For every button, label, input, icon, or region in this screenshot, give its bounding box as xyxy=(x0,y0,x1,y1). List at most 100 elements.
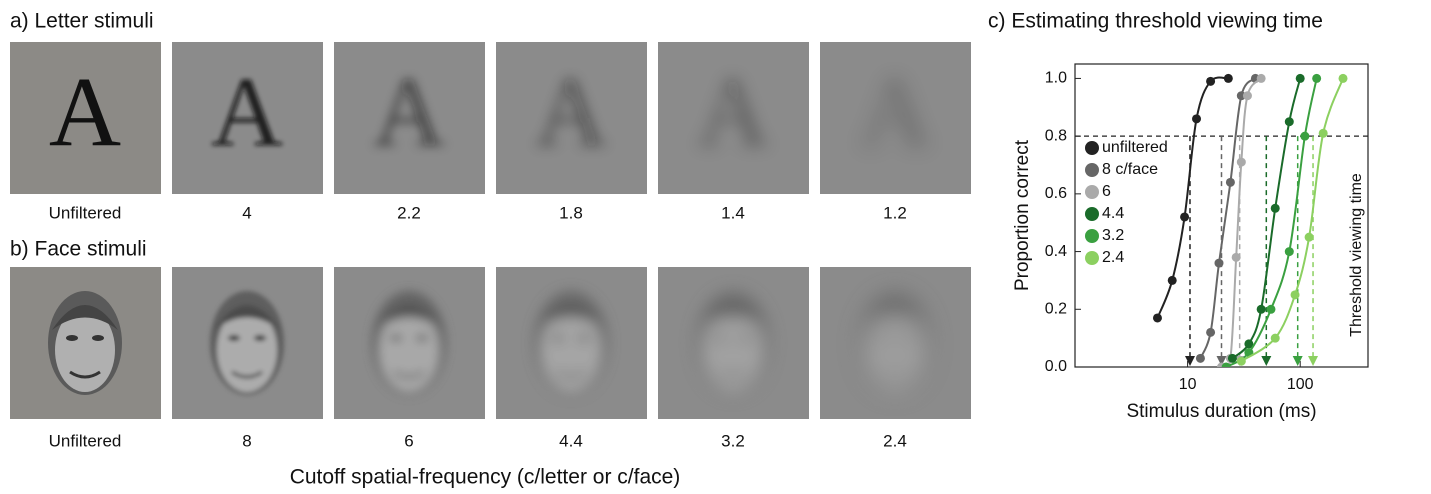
threshold-arrow xyxy=(1293,356,1303,366)
stimulus-label: 6 xyxy=(404,431,413,450)
data-point xyxy=(1291,290,1300,299)
data-point xyxy=(1243,91,1252,100)
stimulus-label: 1.4 xyxy=(721,203,745,222)
threshold-arrow xyxy=(1185,356,1195,366)
data-point xyxy=(1300,132,1309,141)
stimulus-letter: A xyxy=(49,56,121,167)
data-point xyxy=(1226,178,1235,187)
eye xyxy=(902,335,914,341)
stimulus-letter: A xyxy=(373,56,445,167)
legend-marker xyxy=(1085,163,1099,177)
eye xyxy=(66,335,78,341)
data-point xyxy=(1224,74,1233,83)
data-point xyxy=(1339,74,1348,83)
caption: Cutoff spatial-frequency (c/letter or c/… xyxy=(290,466,681,489)
data-point xyxy=(1319,129,1328,138)
chart: 0.0 0.2 0.4 0.6 0.8 1.0 10 100 Stimulus duration… xyxy=(1012,64,1368,422)
fit-curve xyxy=(1226,78,1316,367)
legend-marker xyxy=(1085,229,1099,243)
eye xyxy=(92,335,104,341)
y-axis-label: Proportion correct xyxy=(1012,139,1033,291)
face xyxy=(210,291,284,395)
data-point xyxy=(1232,253,1241,262)
data-point xyxy=(1296,74,1305,83)
threshold-arrow xyxy=(1261,356,1271,366)
stimulus-label: Unfiltered xyxy=(49,431,122,450)
data-point xyxy=(1266,305,1275,314)
face xyxy=(534,291,608,395)
stimulus-label: 2.4 xyxy=(883,431,907,450)
face xyxy=(858,291,932,395)
data-point xyxy=(1206,328,1215,337)
stimulus-letter: A xyxy=(211,56,283,167)
panel-title: b) Face stimuli xyxy=(10,238,147,261)
data-point xyxy=(1312,74,1321,83)
legend-label: unfiltered xyxy=(1102,139,1168,156)
data-point xyxy=(1228,354,1237,363)
figure: a) Letter stimuli b) Face stimuli Cutoff… xyxy=(0,0,1431,494)
legend-label: 8 c/face xyxy=(1102,161,1158,178)
fit-curve xyxy=(1200,78,1255,358)
y-tick-label: 0.2 xyxy=(1045,301,1067,318)
eye xyxy=(876,335,888,341)
legend-marker xyxy=(1085,251,1099,265)
stimulus-label: 1.2 xyxy=(883,203,907,222)
data-point xyxy=(1305,233,1314,242)
data-point xyxy=(1214,259,1223,268)
data-point xyxy=(1206,77,1215,86)
data-point xyxy=(1237,357,1246,366)
y-tick-label: 0.8 xyxy=(1045,127,1067,144)
data-point xyxy=(1285,247,1294,256)
data-point xyxy=(1180,212,1189,221)
x-tick-label: 100 xyxy=(1287,376,1314,393)
panel-title: a) Letter stimuli xyxy=(10,10,154,33)
data-point xyxy=(1222,363,1231,372)
legend-label: 6 xyxy=(1102,183,1111,200)
legend-marker xyxy=(1085,185,1099,199)
legend-label: 3.2 xyxy=(1102,227,1124,244)
data-point xyxy=(1271,204,1280,213)
stimulus-label: 4 xyxy=(242,203,251,222)
legend-label: 4.4 xyxy=(1102,205,1124,222)
eye xyxy=(416,335,428,341)
face xyxy=(48,291,122,395)
data-point xyxy=(1237,158,1246,167)
data-point xyxy=(1285,117,1294,126)
stimulus-label: 2.2 xyxy=(397,203,421,222)
y-tick-label: 0.6 xyxy=(1045,185,1067,202)
stimulus-label: 4.4 xyxy=(559,431,583,450)
y-tick-label: 0.4 xyxy=(1045,243,1067,260)
eye xyxy=(552,335,564,341)
fit-curve xyxy=(1222,78,1262,369)
stimulus-letter: A xyxy=(697,56,769,167)
y-tick-label: 1.0 xyxy=(1045,70,1067,87)
eye xyxy=(740,335,752,341)
annotation: Threshold viewing time xyxy=(1348,173,1365,337)
data-point xyxy=(1257,305,1266,314)
stimulus-label: 1.8 xyxy=(559,203,583,222)
x-axis-label: Stimulus duration (ms) xyxy=(1126,401,1316,422)
data-point xyxy=(1168,276,1177,285)
plot-area xyxy=(1153,74,1348,372)
stimulus-label: Unfiltered xyxy=(49,203,122,222)
threshold-arrow xyxy=(1308,356,1318,366)
eye xyxy=(714,335,726,341)
legend-label: 2.4 xyxy=(1102,249,1124,266)
stimulus-letter: A xyxy=(859,56,931,167)
data-point xyxy=(1196,354,1205,363)
data-point xyxy=(1271,334,1280,343)
stimulus-label: 8 xyxy=(242,431,251,450)
eye xyxy=(390,335,402,341)
x-tick-label: 10 xyxy=(1179,376,1197,393)
eye xyxy=(578,335,590,341)
y-tick-label: 0.0 xyxy=(1045,358,1067,375)
data-point xyxy=(1257,74,1266,83)
legend-marker xyxy=(1085,141,1099,155)
legend-marker xyxy=(1085,207,1099,221)
chart-title: c) Estimating threshold viewing time xyxy=(988,10,1323,33)
face xyxy=(372,291,446,395)
stimuli: A Unfiltered Unfiltered A 4 8 A 2.2 6 A 1.8 4.4 A 1.4… xyxy=(10,42,971,450)
eye xyxy=(228,335,240,341)
data-point xyxy=(1192,114,1201,123)
face xyxy=(696,291,770,395)
